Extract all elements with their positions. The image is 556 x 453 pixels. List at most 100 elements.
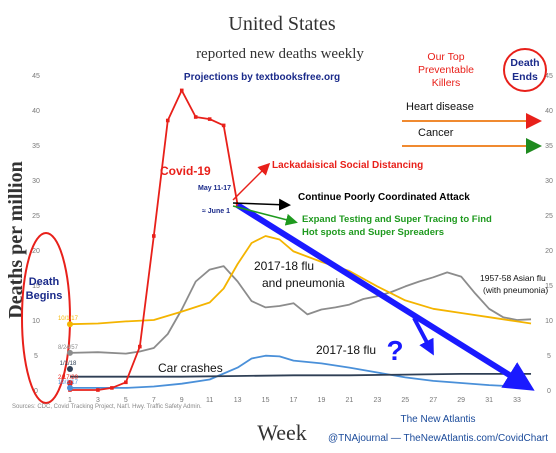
legend-title-2: Preventable xyxy=(418,64,474,76)
y-tick-label-right: 40 xyxy=(545,108,553,115)
x-tick-label: 7 xyxy=(152,397,156,404)
y-tick-label-right: 30 xyxy=(545,178,553,185)
x-tick-label: 3 xyxy=(96,397,100,404)
start-marker-label: 8/24/57 xyxy=(58,345,79,351)
x-tick-label: 23 xyxy=(373,397,381,404)
y-tick-label-right: 10 xyxy=(545,318,553,325)
covid-point xyxy=(207,117,212,121)
death-ends-circle xyxy=(503,48,547,92)
lackadaisical-label: Lackadaisical Social Distancing xyxy=(272,160,423,171)
y-tick-label-left: 0 xyxy=(34,388,38,395)
y-tick-label-left: 25 xyxy=(32,213,40,220)
x-tick-label: 31 xyxy=(485,397,493,404)
projection-arrow xyxy=(236,202,535,391)
question-arrow xyxy=(412,317,434,356)
car-crashes-label: Car crashes xyxy=(158,361,223,375)
covid-point xyxy=(96,388,100,392)
start-marker-dot xyxy=(66,384,73,391)
y-tick-label-left: 30 xyxy=(32,178,40,185)
start-marker-label: 10/1/17 xyxy=(58,316,79,322)
credit-line-1: The New Atlantis xyxy=(400,414,475,425)
covid-point xyxy=(110,386,114,390)
y-tick-label-right: 5 xyxy=(547,353,551,360)
covid-point xyxy=(221,123,226,128)
projection-note: Projections by textbooksfree.org xyxy=(184,72,340,83)
y-tick-label-left: 5 xyxy=(34,353,38,360)
series-line-2017-18-flu xyxy=(69,354,532,389)
legend-title-1: Our Top xyxy=(427,51,464,63)
question-mark: ? xyxy=(386,335,403,366)
flu-pneumonia-label-1: 2017-18 flu xyxy=(254,259,314,273)
y-tick-label-left: 20 xyxy=(32,248,40,255)
asian-flu-label-2: (with pneumonia) xyxy=(483,285,548,295)
x-tick-label: 33 xyxy=(513,397,521,404)
covid-point xyxy=(124,380,128,385)
x-tick-label: 29 xyxy=(457,397,465,404)
death-begins-ellipse xyxy=(21,232,71,404)
death-begins-label-2: Begins xyxy=(26,290,63,302)
june-label: ≈ June 1 xyxy=(202,208,230,215)
x-tick-label: 1 xyxy=(68,397,72,404)
x-tick-label: 13 xyxy=(234,397,242,404)
series-layer xyxy=(68,88,535,392)
x-tick-label: 19 xyxy=(318,397,326,404)
y-tick-label-right: 25 xyxy=(545,213,553,220)
continue-arrow xyxy=(232,198,291,211)
x-tick-label: 27 xyxy=(429,397,437,404)
series-line-covid-19 xyxy=(69,89,239,391)
legend-cancer-arrowhead xyxy=(526,138,542,154)
expand-label-1: Expand Testing and Super Tracing to Find xyxy=(302,214,492,225)
start-marker-dot xyxy=(66,380,73,386)
covid-point xyxy=(165,118,170,123)
x-tick-label: 15 xyxy=(262,397,270,404)
lackadaisical-arrow xyxy=(232,162,271,201)
x-tick-label: 9 xyxy=(180,397,184,404)
expand-label-2: Hot spots and Super Spreaders xyxy=(302,227,444,238)
y-tick-label-left: 15 xyxy=(32,283,40,290)
y-tick-label-left: 10 xyxy=(32,318,40,325)
continue-label: Continue Poorly Coordinated Attack xyxy=(298,192,470,203)
start-marker-dot xyxy=(66,321,73,328)
covid-point xyxy=(152,234,156,238)
series-line-2017-18-flu-and-pneumonia xyxy=(69,235,532,326)
covid-point xyxy=(193,115,198,119)
x-tick-label: 21 xyxy=(346,397,354,404)
covid-point xyxy=(179,88,184,93)
credit-line-2: @TNAjournal — TheNewAtlantis.com/CovidCh… xyxy=(328,433,548,444)
series-line-1957-58-asian-flu-with-pneumonia xyxy=(69,265,532,355)
chart-subtitle: reported new deaths weekly xyxy=(196,46,364,62)
may-label: May 11-17 xyxy=(198,185,231,192)
sources-note: Sources: CDC, Covid Tracking Project, Na… xyxy=(12,404,202,410)
asian-flu-label-1: 1957-58 Asian flu xyxy=(480,273,546,283)
y-tick-label-right: 20 xyxy=(545,248,553,255)
legend-heart-disease-label: Heart disease xyxy=(406,101,474,113)
start-marker-dot xyxy=(66,366,73,372)
start-marker-label: 10/1/17 xyxy=(58,380,79,386)
x-tick-label: 17 xyxy=(290,397,298,404)
death-ends-label-2: Ends xyxy=(512,71,538,83)
y-tick-label-left: 40 xyxy=(32,108,40,115)
death-begins-label-1: Death xyxy=(29,276,60,288)
y-tick-label-right: 45 xyxy=(545,73,553,80)
expand-arrow xyxy=(232,205,298,226)
start-marker-label: 1/1/18 xyxy=(60,361,77,367)
legend-cancer-label: Cancer xyxy=(418,127,454,139)
x-axis-label: Week xyxy=(257,420,307,445)
y-axis-label: Deaths per million xyxy=(5,161,27,318)
y-tick-label-left: 35 xyxy=(32,143,40,150)
legend-title-3: Killers xyxy=(432,77,461,89)
x-tick-label: 5 xyxy=(124,397,128,404)
x-tick-label: 25 xyxy=(401,397,409,404)
flu-label: 2017-18 flu xyxy=(316,343,376,357)
y-tick-label-right: 35 xyxy=(545,143,553,150)
chart-title: United States xyxy=(228,13,335,35)
x-tick-label: 11 xyxy=(206,397,213,404)
tick-label-layer: 1 3 5 7 9 11 13 15 17 19 21 23 25 27 29 31 3 30 0 5 5 10 10 15 1… xyxy=(32,73,553,404)
death-ends-label-1: Death xyxy=(510,57,539,69)
covid-label: Covid-19 xyxy=(160,164,211,178)
covid-point xyxy=(138,344,142,349)
y-tick-label-left: 45 xyxy=(32,73,40,80)
